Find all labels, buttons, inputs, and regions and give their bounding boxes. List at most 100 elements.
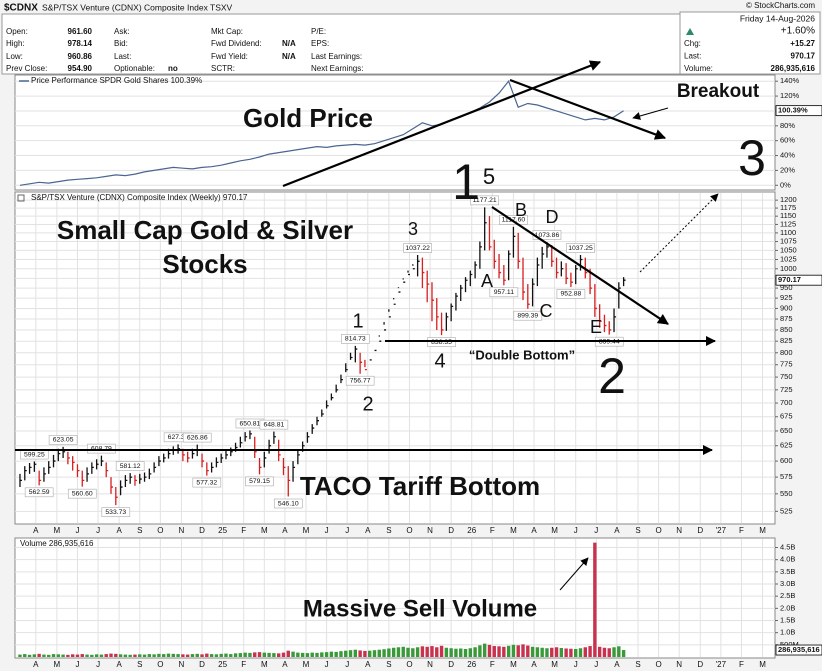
x-tick-label: S [137, 660, 142, 669]
volume-bar [478, 645, 482, 657]
volume-bar [51, 654, 56, 657]
quote-label: Last: [114, 52, 131, 61]
price-bar [33, 461, 37, 472]
x-tick-label: S [635, 526, 640, 535]
volume-bar [550, 647, 554, 657]
volume-bar [506, 645, 511, 657]
price-bar [479, 241, 482, 269]
price-label-box [427, 337, 456, 347]
price-label-box [513, 310, 543, 321]
y-tick-label: 675 [780, 412, 793, 421]
volume-bar [66, 654, 70, 657]
price-bar [393, 298, 396, 305]
x-tick-label: A [33, 660, 39, 669]
y-tick-label: 1200 [780, 195, 797, 204]
price-label-box [259, 419, 289, 430]
price-bar [507, 250, 511, 281]
price-bar [244, 432, 248, 442]
x-tick-label: 26 [467, 660, 476, 669]
annotation: 4 [434, 350, 445, 372]
volume-bar [415, 647, 420, 657]
volume-bar [257, 652, 262, 657]
volume-bar [114, 653, 118, 657]
x-tick-label: M [303, 526, 310, 535]
volume-bar [214, 654, 219, 657]
price-bar [148, 468, 152, 480]
price-bar [273, 431, 276, 444]
price-bar [335, 384, 339, 393]
y-tick-label: 775 [780, 360, 793, 369]
volume-bar [449, 648, 453, 657]
x-tick-label: F [739, 526, 744, 535]
price-bar [397, 287, 401, 293]
price-label-box [182, 432, 212, 443]
annotation-arrow [559, 557, 589, 591]
volume-bar [444, 647, 449, 657]
annotation: “Double Bottom” [469, 347, 575, 362]
x-tick-label: J [574, 526, 578, 535]
price-bar [536, 257, 540, 287]
x-tick-label: J [325, 660, 329, 669]
annotation: E [590, 317, 602, 337]
quote-label: Mkt Cap: [211, 27, 243, 36]
volume-bar [18, 654, 22, 657]
volume-bar [554, 647, 559, 657]
y-tick-label: 3.0B [780, 579, 795, 588]
volume-bar [454, 648, 458, 657]
volume-bar [315, 652, 319, 657]
price-bar [124, 475, 128, 488]
volume-bar [597, 646, 602, 657]
price-bar [330, 393, 334, 401]
quote-label: Last Earnings: [311, 52, 362, 61]
y-tick-label: 750 [780, 372, 793, 381]
y-tick-label: 3.5B [780, 567, 795, 576]
annotation: 3 [408, 219, 418, 239]
price-bar [282, 457, 286, 476]
volume-bar [181, 654, 185, 657]
y-tick-label: 2.5B [780, 591, 795, 600]
volume-bar [607, 648, 611, 657]
x-tick-label: D [199, 526, 205, 535]
x-tick-label: M [551, 526, 558, 535]
price-bar [570, 272, 573, 287]
annotation: 3 [738, 130, 766, 186]
y-tick-label: 650 [780, 426, 793, 435]
x-tick-label: N [676, 526, 682, 535]
up-triangle [686, 28, 694, 35]
volume-bar [37, 653, 41, 657]
price-label: 577.32 [196, 479, 217, 486]
x-tick-label: A [282, 526, 288, 535]
summary-value: 286,935,616 [771, 64, 816, 73]
price-bar [105, 462, 109, 478]
current-value-box [775, 274, 822, 286]
volume-bar [612, 647, 616, 657]
annotation: Small Cap Gold & Silver [57, 215, 353, 245]
volume-bar [157, 653, 161, 657]
price-bar [230, 447, 233, 457]
x-tick-label: A [365, 660, 371, 669]
price-bar [76, 464, 80, 478]
price-bar [143, 472, 147, 482]
quote-label: Bid: [114, 39, 128, 48]
volume-bar [535, 647, 540, 657]
annotation: Massive Sell Volume [303, 595, 537, 622]
quote-label: SCTR: [211, 64, 235, 73]
x-tick-label: N [427, 660, 433, 669]
price-label: 546.10 [278, 500, 299, 507]
price-label: 838.35 [431, 339, 452, 346]
volume-bar [492, 646, 496, 657]
x-tick-label: M [510, 526, 517, 535]
price-bar [359, 352, 363, 374]
y-tick-label: 500M [780, 640, 799, 649]
quote-value: 978.14 [68, 39, 93, 48]
quote-label: Ask: [114, 27, 130, 36]
x-tick-label: J [75, 660, 79, 669]
volume-bar [324, 652, 329, 657]
price-label-box [24, 487, 54, 498]
price-label-box [87, 443, 116, 454]
volume-bar [329, 651, 334, 657]
current-value: 286,935,616 [778, 645, 820, 654]
price-bar [416, 255, 420, 277]
price-bar [292, 461, 296, 482]
volume-bar [305, 653, 310, 657]
